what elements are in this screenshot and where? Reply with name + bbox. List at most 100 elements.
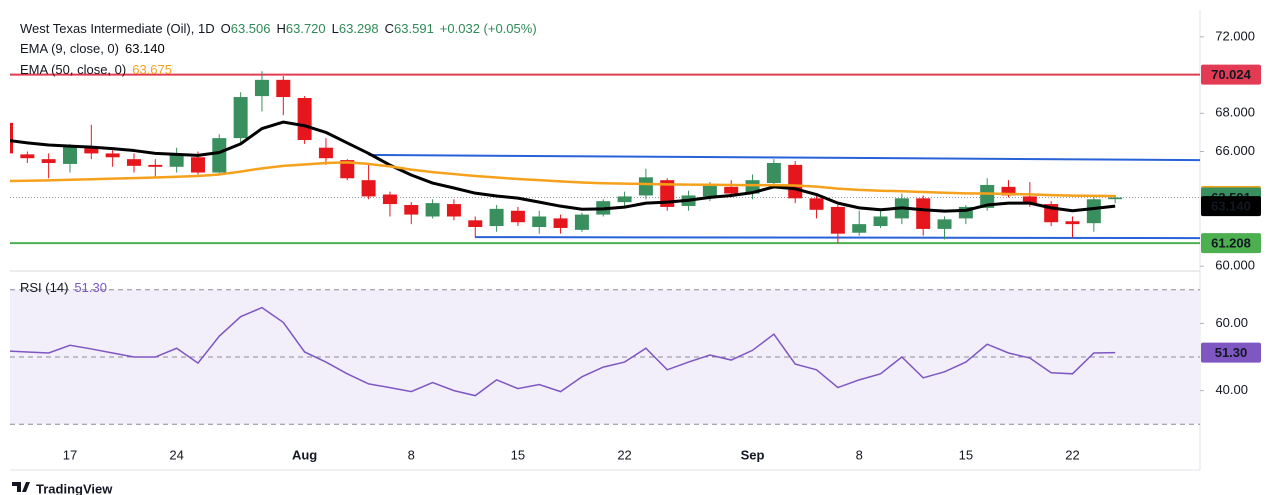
- candle-body: [446, 204, 461, 217]
- ohlc-key: H: [276, 21, 285, 36]
- legend-entry: RSI (14) 51.30: [20, 280, 107, 295]
- y-tick-label: 72.000: [1215, 28, 1255, 43]
- candle-body: [340, 160, 355, 179]
- candle-body: [84, 147, 99, 154]
- y-tick-label: 68.000: [1215, 105, 1255, 120]
- candle-body: [254, 79, 269, 97]
- ohlc-value: 63.591: [394, 21, 434, 36]
- rsi-line: [10, 306, 1116, 397]
- price-box: [1201, 342, 1261, 363]
- title: West Texas Intermediate (Oil), 1D: [20, 21, 215, 36]
- price-box-label: 51.30: [1215, 345, 1248, 360]
- candle-body: [809, 198, 824, 210]
- candle-body: [1108, 197, 1123, 200]
- header: West Texas Intermediate (Oil), 1D O63.506…: [20, 21, 537, 36]
- x-tick-label: 24: [169, 447, 183, 462]
- y-tick-label: 40.00: [1215, 382, 1248, 397]
- candle-body: [425, 203, 440, 217]
- plot-area: [10, 71, 1200, 425]
- legend-entry: EMA (9, close, 0) 63.140: [20, 41, 165, 56]
- legend-name: EMA (9, close, 0): [20, 41, 119, 56]
- ema-line: [10, 120, 1116, 213]
- legend-value: 51.30: [74, 280, 107, 295]
- x-tick-label: 17: [63, 447, 77, 462]
- candle-body: [553, 218, 568, 228]
- brand: TradingView: [36, 481, 113, 495]
- legend-name: RSI (14): [20, 280, 68, 295]
- candle-body: [1022, 196, 1037, 205]
- candle-body: [105, 153, 120, 158]
- candle-body: [169, 154, 184, 167]
- candle-body: [916, 198, 931, 229]
- ohlc-key: L: [332, 21, 339, 36]
- ohlc-value: 63.720: [286, 21, 326, 36]
- candle-body: [1086, 199, 1101, 224]
- candle-body: [41, 159, 56, 163]
- candle-body: [873, 216, 888, 227]
- candle-body: [20, 154, 35, 159]
- price-box-label: 63.140: [1211, 199, 1251, 214]
- candle-body: [830, 206, 845, 234]
- candle-body: [510, 210, 525, 223]
- candle-body: [62, 146, 77, 164]
- candle-body: [126, 159, 141, 166]
- candle-body: [276, 79, 291, 98]
- candle-body: [532, 216, 547, 227]
- ohlc-key: O: [221, 21, 231, 36]
- x-tick-label: 15: [959, 447, 973, 462]
- candle-body: [1065, 221, 1080, 225]
- x-tick-label: Sep: [741, 447, 765, 462]
- candle-body: [937, 219, 952, 229]
- candle-body: [638, 177, 653, 196]
- price-box: [1201, 233, 1261, 254]
- candle-body: [958, 206, 973, 219]
- candle-body: [766, 162, 781, 184]
- candle-body: [574, 214, 589, 230]
- x-tick-label: 8: [408, 447, 415, 462]
- candle-body: [148, 164, 163, 167]
- price-box: [1201, 64, 1261, 85]
- x-tick-label: 22: [1065, 447, 1079, 462]
- candle-body: [980, 184, 995, 208]
- logo: TradingView: [12, 481, 113, 495]
- candle-body: [10, 122, 13, 154]
- legend-value: 63.140: [125, 41, 165, 56]
- candle-body: [788, 164, 803, 199]
- candle-body: [489, 208, 504, 227]
- candle-body: [361, 180, 376, 197]
- price-box-label: 70.024: [1211, 67, 1252, 82]
- candle-body: [297, 98, 312, 141]
- candle-body: [318, 147, 333, 159]
- ohlc-value: 63.298: [339, 21, 379, 36]
- trend-line: [368, 153, 1200, 162]
- change: +0.032 (+0.05%): [440, 21, 537, 36]
- price-box-label: 61.208: [1211, 236, 1251, 251]
- ohlc-value: 63.506: [231, 21, 271, 36]
- candle-body: [660, 180, 675, 207]
- candle-body: [702, 185, 717, 197]
- legend-entry: EMA (50, close, 0) 63.675: [20, 62, 172, 77]
- y-tick-label: 60.00: [1215, 315, 1248, 330]
- y-tick-label: 66.000: [1215, 143, 1255, 158]
- x-tick-label: Aug: [292, 447, 317, 462]
- y-tick-label: 60.000: [1215, 258, 1255, 273]
- candle-body: [404, 205, 419, 215]
- ohlc-key: C: [385, 21, 394, 36]
- legend-name: EMA (50, close, 0): [20, 62, 126, 77]
- candle-body: [212, 138, 227, 173]
- candle-body: [233, 97, 248, 139]
- x-tick-label: 22: [617, 447, 631, 462]
- legend-value: 63.675: [132, 62, 172, 77]
- candle-body: [617, 196, 632, 203]
- price-box: [1201, 196, 1261, 217]
- candle-body: [724, 186, 739, 194]
- x-tick-label: 8: [856, 447, 863, 462]
- candle-body: [468, 220, 483, 227]
- candle-body: [382, 194, 397, 205]
- x-tick-label: 15: [511, 447, 525, 462]
- ema-line: [10, 161, 1116, 198]
- candle-body: [190, 157, 205, 173]
- candle-body: [1001, 186, 1016, 196]
- candle-body: [852, 224, 867, 233]
